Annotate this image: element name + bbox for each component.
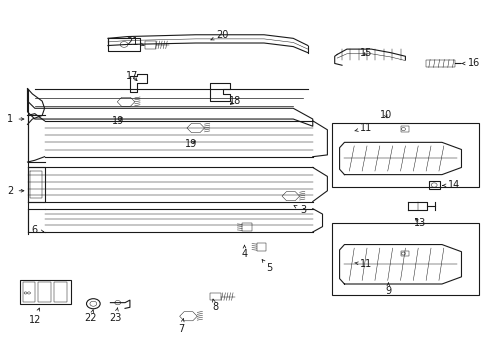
Bar — [331, 123, 478, 187]
Bar — [38, 282, 51, 302]
Text: 18: 18 — [228, 96, 241, 106]
Text: 7: 7 — [178, 318, 184, 334]
Text: 17: 17 — [126, 71, 138, 81]
Bar — [22, 282, 35, 302]
Bar — [20, 280, 71, 304]
Text: 23: 23 — [109, 307, 121, 323]
Bar — [400, 251, 408, 256]
Bar — [54, 282, 66, 302]
Bar — [428, 181, 439, 189]
Text: 15: 15 — [360, 48, 372, 58]
Text: 13: 13 — [413, 218, 426, 228]
Text: 14: 14 — [442, 180, 459, 190]
Text: 9: 9 — [385, 283, 390, 296]
Text: 11: 11 — [354, 259, 372, 269]
Text: 22: 22 — [84, 310, 97, 323]
Text: 21: 21 — [126, 37, 144, 47]
Text: 8: 8 — [212, 299, 218, 312]
Text: 12: 12 — [29, 308, 41, 325]
Text: 1: 1 — [7, 114, 24, 124]
Text: 6: 6 — [32, 225, 44, 235]
Text: 19: 19 — [184, 139, 197, 149]
Text: 2: 2 — [7, 186, 24, 196]
Text: 19: 19 — [111, 116, 123, 126]
Text: 20: 20 — [210, 30, 228, 40]
Text: 10: 10 — [379, 111, 391, 121]
Text: 16: 16 — [461, 58, 479, 68]
Bar — [331, 223, 478, 295]
Text: 3: 3 — [293, 206, 305, 216]
Bar — [400, 126, 408, 132]
Text: 11: 11 — [354, 123, 372, 133]
Text: 4: 4 — [241, 245, 247, 258]
Text: 5: 5 — [262, 260, 271, 273]
